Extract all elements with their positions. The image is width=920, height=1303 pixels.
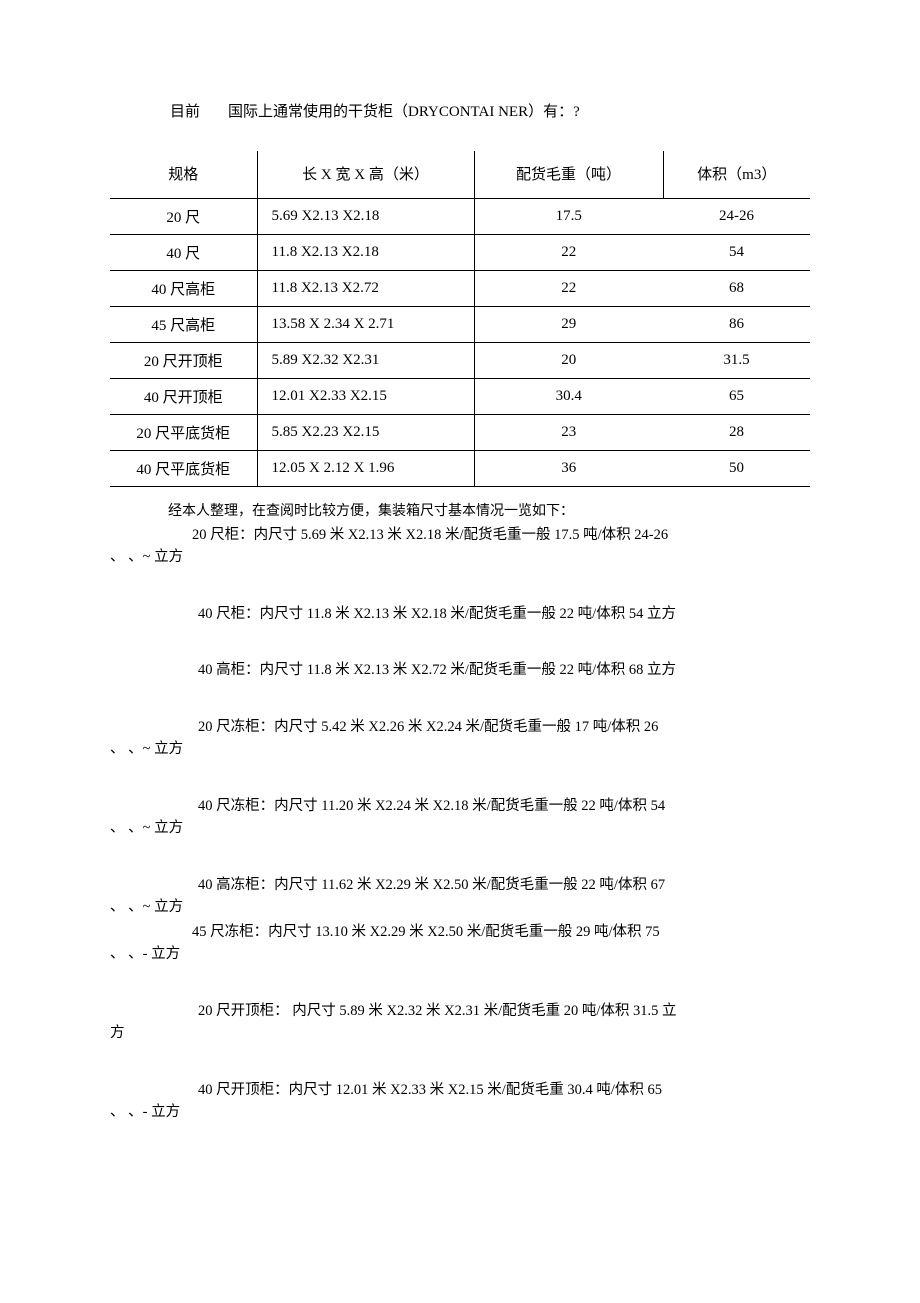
title-rest: 国际上通常使用的干货柜（DRYCONTAI NER）有：? [228, 104, 580, 120]
paragraph-continuation: 方 [110, 1022, 810, 1044]
spec-paragraph: 40 高柜：内尺寸 11.8 米 X2.13 米 X2.72 米/配货毛重一般 … [110, 659, 810, 681]
table-cell: 54 [663, 235, 810, 271]
spec-paragraph: 45 尺冻柜：内尺寸 13.10 米 X2.29 米 X2.50 米/配货毛重一… [110, 921, 810, 966]
table-body: 20 尺5.69 X2.13 X2.1817.524-2640 尺11.8 X2… [110, 199, 810, 487]
spec-paragraph: 20 尺柜：内尺寸 5.69 米 X2.13 米 X2.18 米/配货毛重一般 … [110, 524, 810, 569]
intro-text: 经本人整理，在查阅时比较方便，集装箱尺寸基本情况一览如下： [110, 501, 810, 522]
table-cell: 12.05 X 2.12 X 1.96 [257, 451, 474, 487]
col-header-spec: 规格 [110, 151, 257, 199]
document-page: 目前 国际上通常使用的干货柜（DRYCONTAI NER）有：? 规格 长 X 宽… [0, 0, 920, 1184]
paragraph-continuation: 、 、- 立方 [110, 943, 810, 965]
table-cell: 11.8 X2.13 X2.72 [257, 271, 474, 307]
table-cell: 29 [474, 307, 663, 343]
paragraph-list: 20 尺柜：内尺寸 5.69 米 X2.13 米 X2.18 米/配货毛重一般 … [110, 524, 810, 1124]
paragraph-continuation: 、 、~ 立方 [110, 817, 810, 839]
spec-paragraph: 40 高冻柜：内尺寸 11.62 米 X2.29 米 X2.50 米/配货毛重一… [110, 874, 810, 919]
table-cell: 20 尺 [110, 199, 257, 235]
spec-paragraph: 20 尺开顶柜： 内尺寸 5.89 米 X2.32 米 X2.31 米/配货毛重… [110, 1000, 810, 1045]
spec-paragraph: 40 尺冻柜：内尺寸 11.20 米 X2.24 米 X2.18 米/配货毛重一… [110, 795, 810, 840]
table-cell: 22 [474, 235, 663, 271]
spec-paragraph: 20 尺冻柜：内尺寸 5.42 米 X2.26 米 X2.24 米/配货毛重一般… [110, 716, 810, 761]
table-cell: 24-26 [663, 199, 810, 235]
table-cell: 20 尺开顶柜 [110, 343, 257, 379]
paragraph-continuation: 、 、- 立方 [110, 1101, 810, 1123]
table-row: 40 尺高柜11.8 X2.13 X2.722268 [110, 271, 810, 307]
table-cell: 11.8 X2.13 X2.18 [257, 235, 474, 271]
paragraph-line: 40 高冻柜：内尺寸 11.62 米 X2.29 米 X2.50 米/配货毛重一… [110, 874, 810, 896]
table-cell: 22 [474, 271, 663, 307]
table-row: 20 尺平底货柜5.85 X2.23 X2.152328 [110, 415, 810, 451]
table-row: 20 尺开顶柜5.89 X2.32 X2.312031.5 [110, 343, 810, 379]
table-cell: 31.5 [663, 343, 810, 379]
table-cell: 40 尺高柜 [110, 271, 257, 307]
table-cell: 68 [663, 271, 810, 307]
table-cell: 40 尺开顶柜 [110, 379, 257, 415]
paragraph-line: 20 尺柜：内尺寸 5.69 米 X2.13 米 X2.18 米/配货毛重一般 … [110, 524, 810, 546]
table-cell: 30.4 [474, 379, 663, 415]
paragraph-line: 45 尺冻柜：内尺寸 13.10 米 X2.29 米 X2.50 米/配货毛重一… [110, 921, 810, 943]
table-cell: 13.58 X 2.34 X 2.71 [257, 307, 474, 343]
paragraph-continuation: 、 、~ 立方 [110, 738, 810, 760]
table-cell: 50 [663, 451, 810, 487]
table-cell: 28 [663, 415, 810, 451]
table-cell: 12.01 X2.33 X2.15 [257, 379, 474, 415]
table-header-row: 规格 长 X 宽 X 高（米） 配货毛重（吨） 体积（m3） [110, 151, 810, 199]
paragraph-line: 20 尺冻柜：内尺寸 5.42 米 X2.26 米 X2.24 米/配货毛重一般… [110, 716, 810, 738]
table-cell: 17.5 [474, 199, 663, 235]
paragraph-continuation: 、 、~ 立方 [110, 896, 810, 918]
table-row: 40 尺平底货柜12.05 X 2.12 X 1.963650 [110, 451, 810, 487]
col-header-weight: 配货毛重（吨） [474, 151, 663, 199]
page-title: 目前 国际上通常使用的干货柜（DRYCONTAI NER）有：? [110, 100, 810, 121]
col-header-volume: 体积（m3） [663, 151, 810, 199]
table-row: 40 尺开顶柜12.01 X2.33 X2.1530.465 [110, 379, 810, 415]
table-row: 45 尺高柜13.58 X 2.34 X 2.712986 [110, 307, 810, 343]
table-cell: 45 尺高柜 [110, 307, 257, 343]
table-cell: 5.89 X2.32 X2.31 [257, 343, 474, 379]
paragraph-line: 40 高柜：内尺寸 11.8 米 X2.13 米 X2.72 米/配货毛重一般 … [110, 659, 810, 681]
table-cell: 23 [474, 415, 663, 451]
table-cell: 40 尺平底货柜 [110, 451, 257, 487]
spec-paragraph: 40 尺开顶柜：内尺寸 12.01 米 X2.33 米 X2.15 米/配货毛重… [110, 1079, 810, 1124]
paragraph-line: 40 尺冻柜：内尺寸 11.20 米 X2.24 米 X2.18 米/配货毛重一… [110, 795, 810, 817]
paragraph-continuation: 、 、~ 立方 [110, 546, 810, 568]
container-spec-table: 规格 长 X 宽 X 高（米） 配货毛重（吨） 体积（m3） 20 尺5.69 … [110, 151, 810, 487]
table-cell: 20 [474, 343, 663, 379]
table-cell: 5.69 X2.13 X2.18 [257, 199, 474, 235]
table-cell: 5.85 X2.23 X2.15 [257, 415, 474, 451]
paragraph-line: 40 尺柜：内尺寸 11.8 米 X2.13 米 X2.18 米/配货毛重一般 … [110, 603, 810, 625]
title-prefix: 目前 [170, 104, 200, 120]
table-cell: 36 [474, 451, 663, 487]
table-cell: 40 尺 [110, 235, 257, 271]
table-row: 40 尺11.8 X2.13 X2.182254 [110, 235, 810, 271]
table-cell: 65 [663, 379, 810, 415]
paragraph-line: 40 尺开顶柜：内尺寸 12.01 米 X2.33 米 X2.15 米/配货毛重… [110, 1079, 810, 1101]
spec-paragraph: 40 尺柜：内尺寸 11.8 米 X2.13 米 X2.18 米/配货毛重一般 … [110, 603, 810, 625]
table-row: 20 尺5.69 X2.13 X2.1817.524-26 [110, 199, 810, 235]
table-cell: 20 尺平底货柜 [110, 415, 257, 451]
paragraph-line: 20 尺开顶柜： 内尺寸 5.89 米 X2.32 米 X2.31 米/配货毛重… [110, 1000, 810, 1022]
col-header-dim: 长 X 宽 X 高（米） [257, 151, 474, 199]
table-cell: 86 [663, 307, 810, 343]
